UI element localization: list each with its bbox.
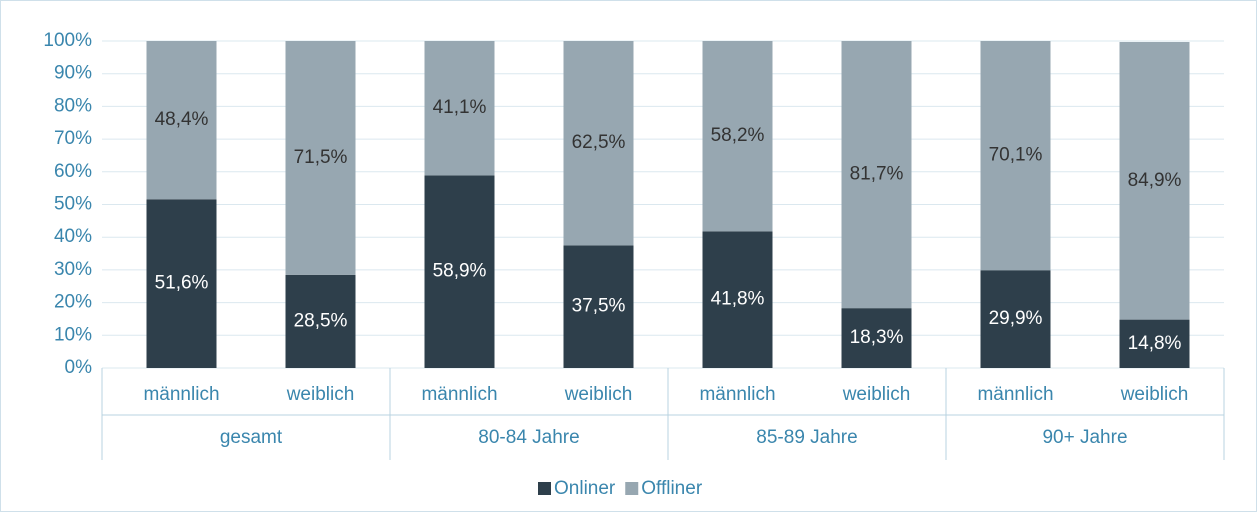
x-tick-label: männlich bbox=[421, 384, 497, 405]
y-tick-label: 90% bbox=[54, 63, 92, 84]
x-tick-label: männlich bbox=[699, 384, 775, 405]
bar-segment bbox=[146, 199, 217, 368]
value-label: 41,8% bbox=[711, 289, 765, 310]
bar-segment bbox=[1119, 319, 1190, 368]
value-label: 41,1% bbox=[433, 97, 487, 118]
y-tick-label: 40% bbox=[54, 226, 92, 247]
bar-segment bbox=[285, 274, 356, 368]
value-label: 81,7% bbox=[850, 164, 904, 185]
bar-segment bbox=[1119, 41, 1190, 320]
value-label: 62,5% bbox=[572, 132, 626, 153]
group-label: 80-84 Jahre bbox=[478, 427, 579, 448]
bar-segment bbox=[424, 41, 495, 176]
legend-label: Offliner bbox=[641, 478, 703, 499]
y-tick-label: 100% bbox=[43, 30, 92, 51]
value-label: 84,9% bbox=[1128, 170, 1182, 191]
legend-swatch bbox=[538, 482, 551, 495]
value-label: 37,5% bbox=[572, 296, 626, 317]
y-tick-label: 0% bbox=[65, 357, 93, 378]
y-tick-label: 70% bbox=[54, 128, 92, 149]
group-label: gesamt bbox=[220, 427, 283, 448]
value-label: 71,5% bbox=[294, 147, 348, 168]
value-label: 28,5% bbox=[294, 310, 348, 331]
bar-segment bbox=[424, 175, 495, 368]
y-tick-label: 80% bbox=[54, 95, 92, 116]
x-tick-label: weiblich bbox=[1120, 384, 1189, 405]
legend-swatch bbox=[625, 482, 639, 495]
x-tick-label: männlich bbox=[143, 384, 219, 405]
y-tick-label: 10% bbox=[54, 324, 92, 345]
value-label: 70,1% bbox=[989, 145, 1043, 166]
y-tick-label: 20% bbox=[54, 292, 92, 313]
value-label: 18,3% bbox=[850, 327, 904, 348]
x-tick-label: weiblich bbox=[286, 384, 355, 405]
value-label: 48,4% bbox=[155, 109, 209, 130]
bar-segment bbox=[702, 231, 773, 368]
bar-segment bbox=[702, 41, 773, 232]
bar-segment bbox=[146, 41, 217, 200]
value-label: 58,2% bbox=[711, 125, 765, 146]
y-tick-label: 30% bbox=[54, 259, 92, 280]
value-label: 14,8% bbox=[1128, 333, 1182, 354]
x-tick-label: männlich bbox=[977, 384, 1053, 405]
y-tick-label: 60% bbox=[54, 161, 92, 182]
group-label: 90+ Jahre bbox=[1042, 427, 1127, 448]
value-label: 29,9% bbox=[989, 308, 1043, 329]
legend-label: Onliner bbox=[554, 478, 616, 499]
bar-segment bbox=[285, 41, 356, 275]
x-tick-label: weiblich bbox=[842, 384, 911, 405]
bar-segment bbox=[563, 41, 634, 246]
value-label: 58,9% bbox=[433, 261, 487, 282]
bar-segment bbox=[563, 245, 634, 368]
y-tick-label: 50% bbox=[54, 194, 92, 215]
value-label: 51,6% bbox=[155, 273, 209, 294]
group-label: 85-89 Jahre bbox=[756, 427, 857, 448]
bar-segment bbox=[841, 308, 912, 368]
x-tick-label: weiblich bbox=[564, 384, 633, 405]
bar-segment bbox=[980, 41, 1051, 271]
bar-segment bbox=[980, 270, 1051, 368]
bar-segment bbox=[841, 41, 912, 309]
